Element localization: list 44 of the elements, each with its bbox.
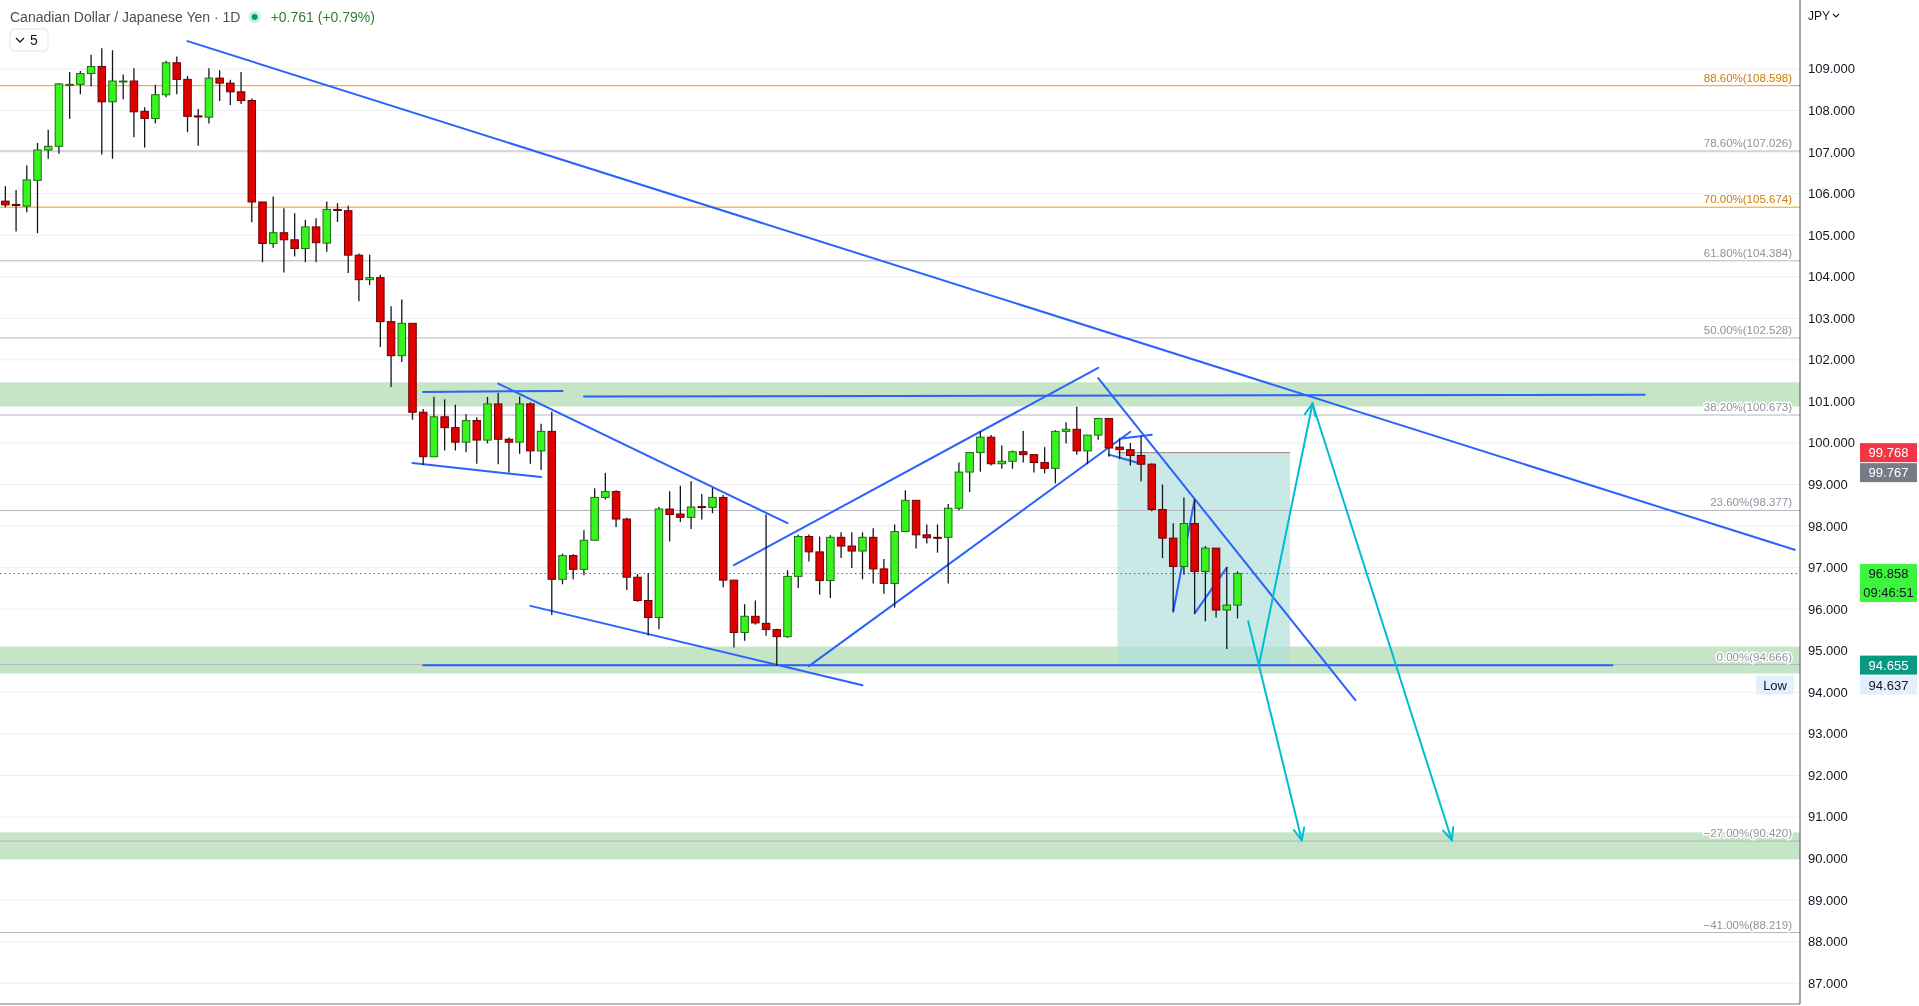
y-tick-label: 106.000	[1808, 186, 1855, 202]
y-tick-label: 101.000	[1808, 393, 1855, 409]
text: 94.637	[1868, 677, 1909, 693]
ref-line-label: 50.00%(102.528)	[1703, 323, 1793, 336]
annotation: Low	[1763, 677, 1788, 693]
text: 99.767	[1868, 465, 1909, 481]
y-tick-label: 96.000	[1808, 601, 1848, 617]
annotation: 5	[30, 32, 38, 48]
text: +0.761 (+0.79%)	[270, 9, 375, 25]
y-tick-label: 91.000	[1808, 809, 1848, 825]
y-axis-title: JPY	[1808, 9, 1831, 23]
y-tick-label: 104.000	[1808, 269, 1855, 285]
y-tick-label: 99.000	[1808, 477, 1848, 493]
ref-line-label: 78.60%(107.026)	[1703, 137, 1793, 150]
ref-line-label: 23.60%(98.377)	[1710, 496, 1793, 509]
ref-line-label: 70.00%(105.674)	[1703, 193, 1793, 206]
text: 99.768	[1868, 445, 1909, 461]
text: 96.858	[1868, 566, 1909, 582]
y-tick-label: 105.000	[1808, 227, 1855, 243]
y-tick-label: 87.000	[1808, 975, 1848, 991]
y-tick-label: 108.000	[1808, 103, 1855, 119]
ref-line-label: −27.00%(90.420)	[1703, 827, 1793, 840]
y-tick-label: 94.000	[1808, 684, 1848, 700]
text: Canadian Dollar / Japanese Yen · 1D	[10, 9, 241, 25]
y-tick-label: 103.000	[1808, 310, 1855, 326]
ref-line-label: 38.20%(100.673)	[1703, 401, 1793, 414]
y-tick-label: 100.000	[1808, 435, 1855, 451]
y-tick-label: 97.000	[1808, 560, 1848, 576]
y-tick-label: 107.000	[1808, 144, 1855, 160]
text: 09:46:51	[1863, 585, 1914, 601]
ref-line-label: 0.00%(94.666)	[1716, 650, 1793, 663]
ref-line-label: −41.00%(88.219)	[1703, 918, 1793, 931]
text: 94.655	[1868, 657, 1909, 673]
y-tick-label: 89.000	[1808, 892, 1848, 908]
y-tick-label: 90.000	[1808, 851, 1848, 867]
y-tick-label: 92.000	[1808, 767, 1848, 783]
y-tick-label: 88.000	[1808, 934, 1848, 950]
y-tick-label: 95.000	[1808, 643, 1848, 659]
ref-line-label: 88.60%(108.598)	[1703, 71, 1793, 84]
y-tick-label: 109.000	[1808, 61, 1855, 77]
y-tick-label: 93.000	[1808, 726, 1848, 742]
y-tick-label: 102.000	[1808, 352, 1855, 368]
ref-line-label: 61.80%(104.384)	[1703, 246, 1793, 259]
y-tick-label: 98.000	[1808, 518, 1848, 534]
